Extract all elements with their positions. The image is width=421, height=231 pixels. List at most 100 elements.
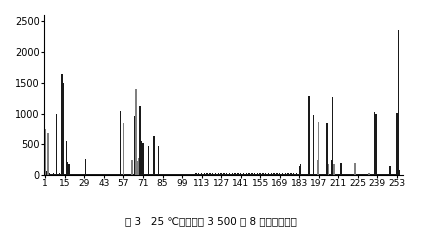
- Bar: [72, 174, 74, 175]
- Bar: [374, 112, 375, 175]
- Bar: [375, 114, 377, 175]
- Bar: [269, 174, 271, 175]
- Bar: [245, 173, 247, 175]
- Bar: [297, 174, 298, 175]
- Bar: [272, 174, 274, 175]
- Bar: [307, 174, 308, 175]
- Bar: [206, 173, 208, 175]
- Bar: [89, 174, 91, 175]
- Bar: [385, 174, 386, 175]
- Bar: [308, 96, 310, 175]
- Bar: [66, 141, 67, 175]
- Bar: [81, 174, 82, 175]
- Bar: [52, 174, 53, 175]
- Bar: [346, 174, 347, 175]
- Bar: [258, 174, 259, 175]
- Bar: [184, 174, 186, 175]
- Bar: [275, 174, 276, 175]
- Bar: [230, 174, 232, 175]
- Bar: [395, 174, 396, 175]
- Bar: [139, 106, 141, 175]
- Bar: [371, 174, 373, 175]
- Bar: [306, 174, 307, 175]
- Bar: [349, 174, 350, 175]
- Bar: [342, 174, 343, 175]
- Bar: [204, 173, 205, 175]
- Bar: [147, 174, 148, 175]
- Bar: [271, 173, 272, 175]
- Bar: [98, 174, 99, 175]
- Bar: [388, 174, 389, 175]
- Bar: [326, 123, 328, 175]
- Bar: [279, 173, 280, 175]
- Bar: [265, 173, 266, 175]
- Bar: [219, 174, 221, 175]
- Bar: [301, 174, 303, 175]
- Bar: [399, 170, 400, 175]
- Bar: [120, 111, 121, 175]
- Bar: [392, 174, 394, 175]
- Bar: [381, 174, 382, 175]
- Bar: [104, 174, 106, 175]
- Bar: [386, 174, 388, 175]
- Bar: [333, 164, 335, 175]
- Bar: [125, 174, 127, 175]
- Bar: [394, 174, 395, 175]
- Bar: [280, 174, 282, 175]
- Bar: [85, 159, 86, 175]
- Bar: [188, 174, 190, 175]
- Bar: [141, 141, 142, 175]
- Bar: [135, 89, 137, 175]
- Bar: [112, 174, 113, 175]
- Bar: [317, 160, 318, 175]
- Bar: [292, 174, 293, 175]
- Bar: [276, 173, 277, 175]
- Bar: [255, 174, 257, 175]
- Bar: [274, 173, 275, 175]
- Bar: [205, 174, 206, 175]
- Bar: [315, 174, 317, 175]
- Bar: [208, 174, 209, 175]
- Bar: [304, 174, 306, 175]
- Bar: [77, 174, 78, 175]
- Bar: [88, 174, 89, 175]
- Bar: [360, 174, 361, 175]
- Bar: [239, 174, 240, 175]
- Bar: [303, 174, 304, 175]
- Bar: [106, 174, 107, 175]
- Bar: [251, 173, 253, 175]
- Bar: [162, 174, 163, 175]
- Bar: [103, 174, 104, 175]
- Bar: [234, 173, 236, 175]
- Bar: [144, 174, 145, 175]
- Bar: [229, 173, 230, 175]
- Bar: [320, 174, 321, 175]
- Bar: [195, 173, 197, 175]
- Bar: [67, 161, 68, 175]
- Bar: [209, 173, 210, 175]
- Bar: [46, 171, 48, 175]
- Bar: [335, 174, 336, 175]
- Bar: [240, 173, 241, 175]
- Bar: [78, 174, 80, 175]
- Bar: [124, 174, 125, 175]
- Bar: [293, 173, 294, 175]
- Bar: [312, 115, 314, 175]
- Bar: [254, 173, 255, 175]
- Text: 图 3   25 ℃下产生的 3 500 个 8 位数据的分布: 图 3 25 ℃下产生的 3 500 个 8 位数据的分布: [125, 216, 296, 226]
- Bar: [194, 174, 195, 175]
- Bar: [137, 161, 138, 175]
- Bar: [364, 174, 365, 175]
- Bar: [113, 174, 115, 175]
- Bar: [131, 160, 133, 175]
- Bar: [127, 174, 128, 175]
- Bar: [213, 174, 215, 175]
- Bar: [128, 174, 130, 175]
- Bar: [56, 113, 57, 175]
- Bar: [153, 136, 155, 175]
- Bar: [80, 174, 81, 175]
- Bar: [57, 174, 59, 175]
- Bar: [243, 173, 244, 175]
- Bar: [145, 174, 147, 175]
- Bar: [261, 174, 262, 175]
